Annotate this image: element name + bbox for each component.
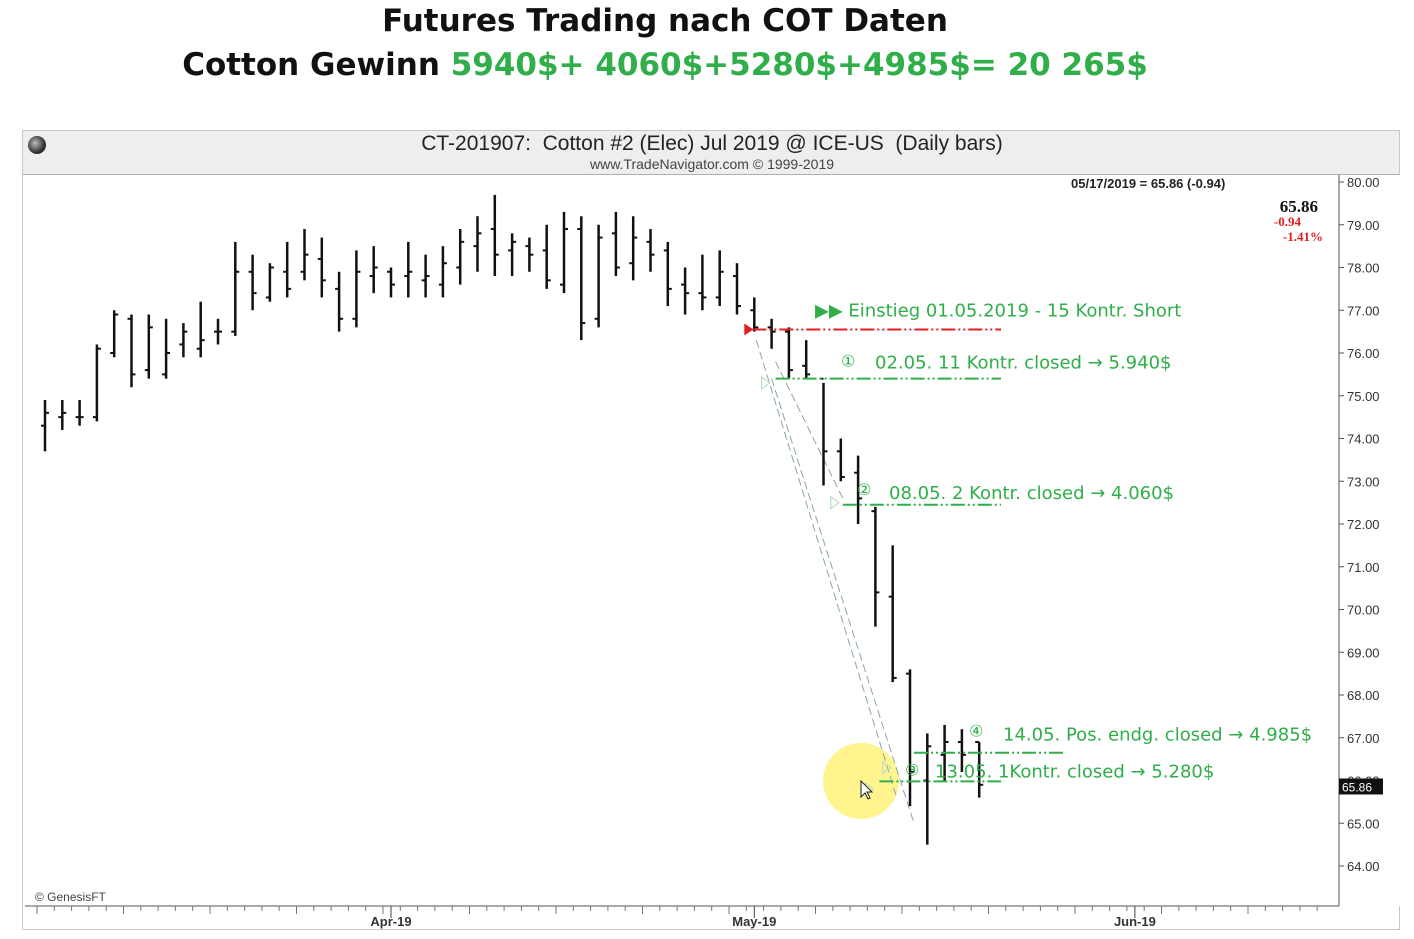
y-tick-label: 70.00 bbox=[1347, 603, 1380, 618]
trend-line bbox=[755, 340, 898, 798]
y-tick-label: 74.00 bbox=[1347, 432, 1380, 447]
exit2-label: 08.05. 2 Kontr. closed → 4.060$ bbox=[889, 483, 1174, 504]
price-change: -0.94 bbox=[1274, 214, 1302, 229]
profit-summary-prefix: Cotton Gewinn bbox=[182, 47, 451, 83]
y-tick-label: 68.00 bbox=[1347, 688, 1380, 703]
mouse-cursor-icon bbox=[860, 779, 874, 800]
y-tick-label: 75.00 bbox=[1347, 389, 1380, 404]
exit-marker bbox=[830, 495, 840, 510]
y-tick-label: 80.00 bbox=[1347, 175, 1380, 190]
exit3-label: 13.05. 1Kontr. closed → 5.280$ bbox=[935, 761, 1214, 782]
entry-label: ▶▶ Einstieg 01.05.2019 - 15 Kontr. Short bbox=[815, 300, 1181, 321]
y-tick-label: 69.00 bbox=[1347, 645, 1380, 660]
x-tick-label: Apr-19 bbox=[370, 914, 411, 929]
info-line: 05/17/2019 = 65.86 (-0.94) bbox=[1071, 176, 1225, 191]
trend-line bbox=[775, 361, 844, 499]
chart-subtitle: www.TradeNavigator.com © 1999-2019 bbox=[589, 156, 835, 172]
y-tick-label: 67.00 bbox=[1347, 731, 1380, 746]
y-tick-label: 65.00 bbox=[1347, 816, 1380, 831]
exit-marker bbox=[882, 760, 892, 775]
y-tick-label: 78.00 bbox=[1347, 261, 1380, 276]
exit1-label: 02.05. 11 Kontr. closed → 5.940$ bbox=[875, 353, 1171, 374]
chart-title-bar: CT-201907: Cotton #2 (Elec) Jul 2019 @ I… bbox=[23, 131, 1399, 175]
watermark-text: © GenesisFT bbox=[35, 890, 107, 904]
chart-title: CT-201907: Cotton #2 (Elec) Jul 2019 @ I… bbox=[421, 132, 1003, 155]
y-tick-label: 64.00 bbox=[1347, 859, 1380, 874]
price-change-pct: -1.41% bbox=[1283, 229, 1323, 244]
y-tick-label: 77.00 bbox=[1347, 303, 1380, 318]
x-tick-label: May-19 bbox=[732, 914, 776, 929]
exit-marker bbox=[760, 375, 771, 391]
exit3-marker: ③ bbox=[905, 760, 919, 779]
trend-line bbox=[771, 378, 915, 824]
x-tick-label: Jun-19 bbox=[1114, 914, 1156, 929]
exit1-marker: ① bbox=[841, 352, 855, 371]
chart-window: CT-201907: Cotton #2 (Elec) Jul 2019 @ I… bbox=[22, 130, 1400, 930]
y-tick-label: 79.00 bbox=[1347, 218, 1380, 233]
profit-summary-values: 5940$+ 4060$+5280$+4985$= 20 265$ bbox=[450, 47, 1148, 83]
y-tick-label: 72.00 bbox=[1347, 517, 1380, 532]
globe-icon[interactable] bbox=[28, 136, 46, 154]
y-tick-label: 73.00 bbox=[1347, 474, 1380, 489]
y-tick-label: 71.00 bbox=[1347, 560, 1380, 575]
last-price-tag: 65.86 bbox=[1342, 780, 1372, 794]
last-price-tag-box bbox=[1339, 778, 1383, 795]
profit-summary: Cotton Gewinn 5940$+ 4060$+5280$+4985$= … bbox=[0, 47, 1330, 83]
exit4-label: 14.05. Pos. endg. closed → 4.985$ bbox=[1003, 725, 1312, 746]
exit2-marker: ② bbox=[857, 480, 871, 499]
y-axis-panel bbox=[1339, 175, 1400, 906]
entry-marker bbox=[744, 323, 754, 336]
last-price: 65.86 bbox=[1280, 197, 1318, 216]
price-chart[interactable]: 80.00 79.00 78.00 77.00 76.00 75.00 74.00 73.00… bbox=[23, 131, 1401, 931]
page-headline: Futures Trading nach COT Daten bbox=[382, 3, 948, 39]
exit4-marker: ④ bbox=[969, 722, 983, 741]
y-tick-label: 76.00 bbox=[1347, 346, 1380, 361]
